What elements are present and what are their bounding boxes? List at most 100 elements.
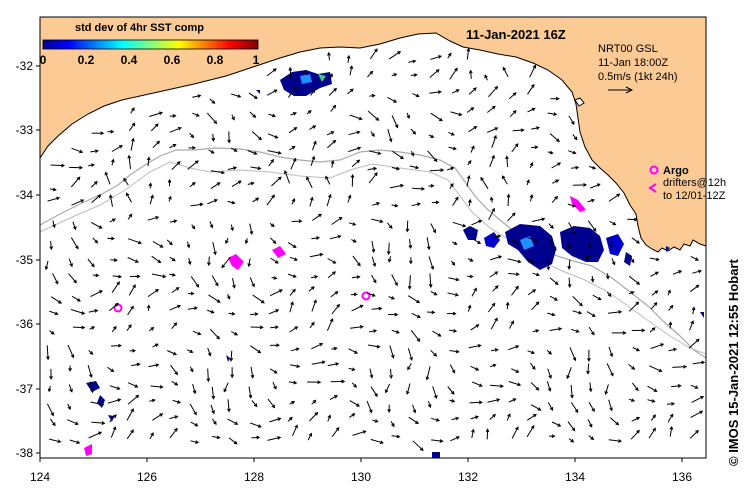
current-vector-head [375, 117, 380, 121]
current-vector-head [497, 234, 502, 239]
current-vector [46, 403, 54, 416]
current-vector-head [507, 413, 511, 418]
current-vector-head [579, 302, 583, 307]
current-vector-head [356, 159, 361, 164]
current-vector-head [415, 165, 420, 170]
current-vector-head [630, 259, 635, 264]
current-vector-head [374, 419, 379, 423]
current-vector-head [356, 130, 361, 135]
current-vector [650, 414, 656, 421]
current-vector [311, 361, 325, 365]
current-vector [68, 258, 73, 267]
current-vector [105, 172, 111, 185]
current-vector-head [273, 276, 278, 280]
current-vector-head [253, 403, 258, 408]
current-vector-head [610, 372, 614, 377]
current-vector [547, 312, 555, 316]
current-vector [429, 169, 444, 172]
current-vector [430, 55, 442, 60]
current-vector-head [604, 390, 609, 396]
current-vector [352, 255, 361, 266]
current-vector-head [451, 399, 456, 403]
current-vector-head [54, 311, 59, 316]
colorbar-tick: 0 [40, 53, 47, 67]
current-vector-head [588, 423, 593, 428]
current-vector [48, 438, 61, 443]
current-vector-head [100, 402, 105, 407]
current-vector-head [616, 193, 621, 198]
current-vector [169, 305, 181, 311]
current-vector-head [132, 284, 136, 289]
current-vector [268, 159, 274, 167]
current-vector [269, 289, 283, 297]
current-vector [406, 383, 411, 395]
current-vector [171, 161, 181, 170]
current-vector [629, 255, 635, 263]
current-vector [552, 179, 559, 184]
current-vector-head [592, 165, 597, 170]
current-vector-head [81, 311, 86, 315]
current-vector [127, 382, 138, 388]
current-vector-head [211, 137, 216, 142]
current-vector-head [257, 349, 262, 354]
current-vector-head [154, 123, 159, 128]
current-vector-head [150, 432, 154, 437]
current-vector-head [397, 51, 402, 55]
current-vector [327, 258, 336, 264]
current-vector [270, 237, 276, 244]
current-vector [111, 326, 117, 333]
current-vector [429, 91, 441, 94]
current-vector-head [390, 354, 395, 359]
current-vector [411, 203, 421, 207]
current-vector [531, 127, 540, 130]
current-vector [251, 131, 262, 140]
current-vector-head [234, 421, 239, 425]
argo-label: Argo [663, 165, 689, 177]
current-vector [467, 305, 471, 312]
current-vector-head [505, 155, 509, 160]
current-vector-head [437, 90, 442, 94]
current-vector [527, 289, 536, 296]
current-vector-head [136, 274, 141, 279]
current-vector-head [190, 134, 195, 139]
current-vector [326, 194, 331, 207]
current-vector [489, 155, 495, 167]
current-vector-head [652, 414, 656, 419]
current-vector [251, 400, 258, 407]
current-vector-head [494, 348, 499, 352]
y-tick-label: -37 [16, 382, 34, 396]
current-vector-head [93, 180, 98, 185]
current-vector [527, 350, 535, 354]
current-vector-head [314, 275, 319, 279]
current-vector-head [111, 218, 116, 222]
current-vector-head [44, 266, 49, 271]
current-vector-head [480, 176, 484, 181]
current-vector [471, 220, 482, 226]
current-vector-head [641, 328, 646, 333]
current-vector [588, 326, 595, 335]
current-vector-head [494, 85, 499, 90]
current-vector-head [259, 325, 264, 330]
current-vector [430, 291, 437, 296]
current-vector [492, 235, 501, 238]
current-vector [111, 281, 120, 293]
current-vector-head [277, 436, 282, 440]
current-vector-head [587, 358, 591, 363]
current-vector-head [694, 385, 699, 389]
current-vector [171, 322, 177, 330]
current-vector-head [135, 394, 140, 399]
current-vector-head [526, 179, 530, 184]
current-vector-head [410, 152, 415, 157]
current-vector [330, 291, 339, 298]
current-vector-head [292, 157, 297, 162]
current-vector-head [376, 202, 381, 206]
current-vector [489, 414, 496, 420]
current-vector-head [478, 219, 483, 224]
current-vector [131, 363, 140, 367]
current-vector-head [379, 219, 384, 224]
current-vector [269, 417, 281, 423]
current-vector-head [574, 409, 579, 413]
current-vector [130, 138, 134, 151]
current-vector-head [329, 318, 334, 323]
current-vector [328, 52, 330, 61]
